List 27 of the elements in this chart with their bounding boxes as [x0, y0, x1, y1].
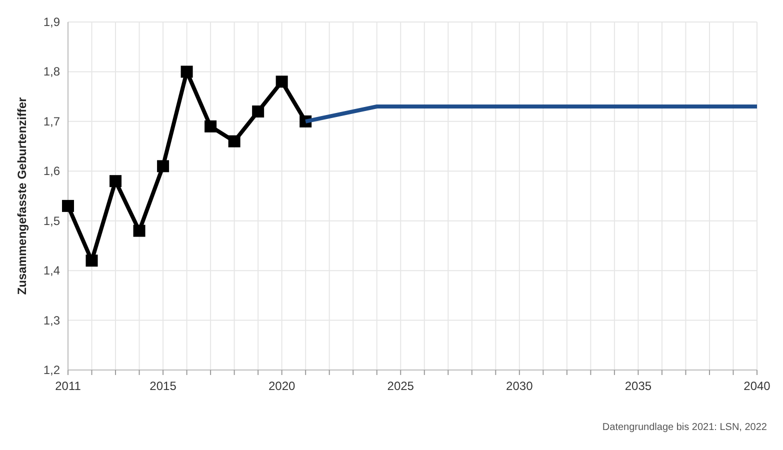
- point: [276, 76, 288, 88]
- point: [86, 254, 98, 267]
- x-tick-label: 2030: [506, 379, 534, 393]
- y-tick-label: 1,2: [43, 363, 60, 377]
- x-tick-label: 2011: [55, 379, 82, 393]
- y-tick-label: 1,4: [43, 264, 60, 278]
- text: Datengrundlage bis 2021: LSN, 2022: [602, 422, 768, 433]
- point: [62, 200, 74, 212]
- y-tick-label: 1,9: [43, 15, 60, 29]
- y-tick-label: 1,3: [43, 313, 60, 328]
- point: [157, 160, 170, 172]
- x-tick-label: 2015: [150, 379, 177, 393]
- point: [110, 175, 122, 188]
- y-tick-label: 1,7: [43, 114, 60, 128]
- point: [180, 66, 193, 78]
- point: [133, 224, 146, 237]
- x-tick-label: 2035: [624, 379, 652, 393]
- y-tick-label: 1,8: [43, 64, 60, 79]
- point: [252, 105, 264, 118]
- y-tick-label: 1,5: [43, 214, 60, 228]
- x-tick-label: 2020: [268, 379, 296, 393]
- x-tick-label: 2025: [387, 379, 414, 393]
- x-tick-label: 2040: [744, 379, 771, 393]
- point: [228, 135, 240, 148]
- y-axis-title: Zusammengefasste Geburtenziffer: [15, 96, 29, 295]
- point: [204, 120, 217, 132]
- y-tick-label: 1,6: [43, 164, 60, 178]
